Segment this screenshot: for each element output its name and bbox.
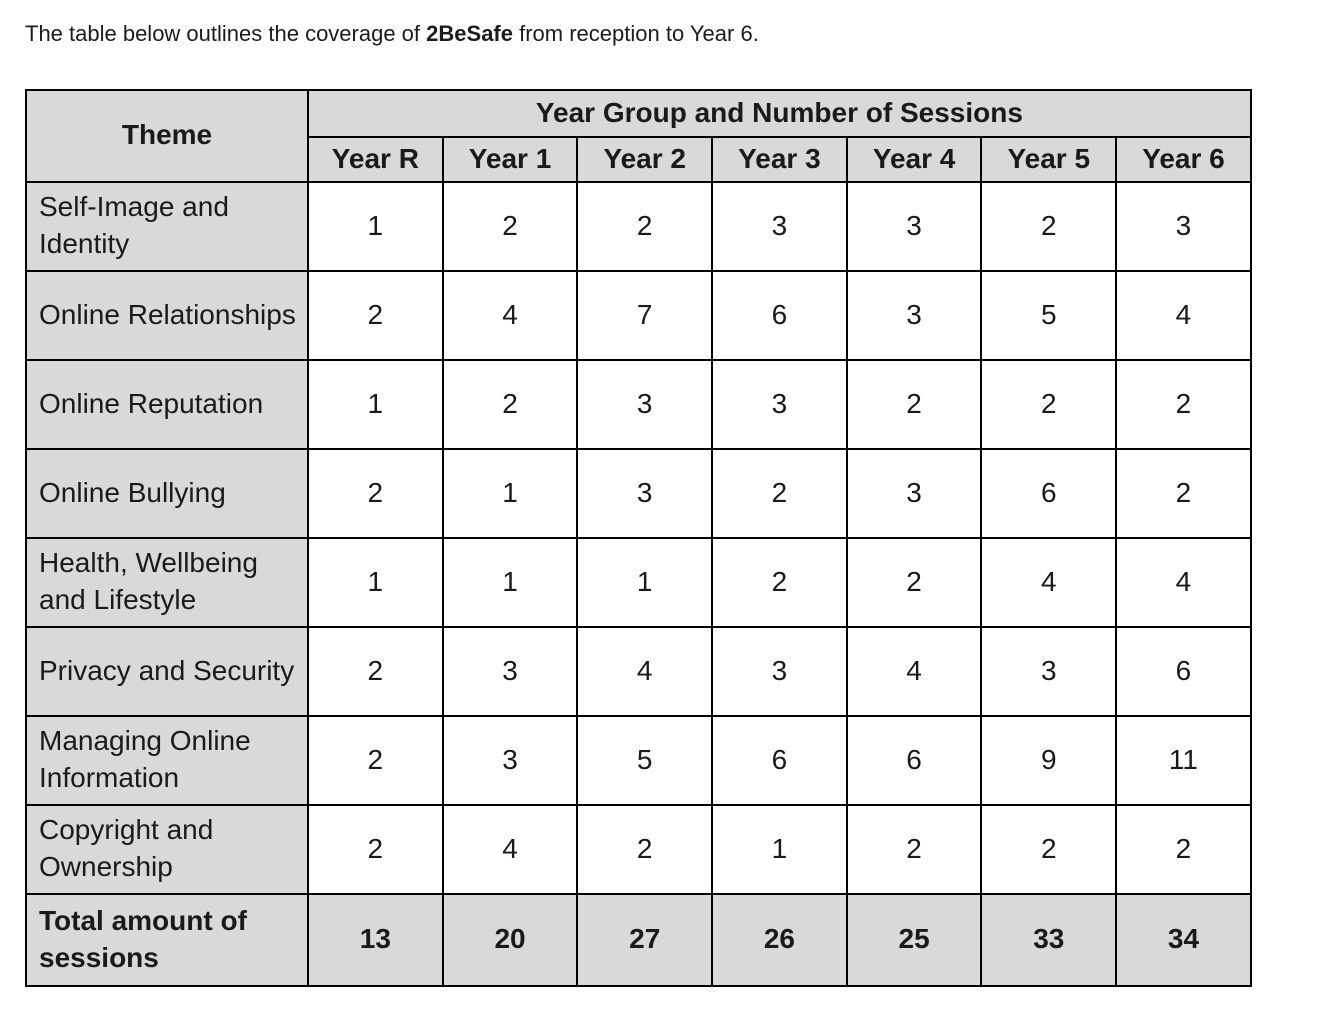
- theme-column-header: Theme: [25, 88, 309, 183]
- session-count-cell: 3: [711, 358, 848, 450]
- total-count-cell: 27: [576, 892, 714, 987]
- theme-cell: Online Reputation: [25, 358, 309, 450]
- session-count-cell: 2: [1115, 447, 1252, 539]
- total-count-cell: 26: [711, 892, 848, 987]
- session-count-cell: 1: [307, 358, 444, 450]
- session-count-cell: 2: [711, 447, 848, 539]
- year-header-year-4: Year 4: [845, 135, 983, 183]
- session-count-cell: 3: [1115, 180, 1252, 272]
- session-count-cell: 2: [576, 180, 714, 272]
- intro-text-after: from reception to Year 6.: [513, 21, 759, 46]
- year-header-year-5: Year 5: [980, 135, 1118, 183]
- session-count-cell: 4: [1115, 269, 1252, 361]
- session-count-cell: 2: [307, 803, 444, 895]
- intro-text: The table below outlines the coverage of…: [25, 20, 1309, 49]
- session-count-cell: 2: [307, 447, 444, 539]
- total-count-cell: 25: [845, 892, 983, 987]
- table-row: Privacy and Security 2 3 4 3 4 3 6: [25, 625, 1252, 717]
- intro-highlight: 2BeSafe: [426, 21, 513, 46]
- session-count-cell: 3: [711, 180, 848, 272]
- session-count-cell: 9: [980, 714, 1118, 806]
- session-count-cell: 3: [441, 714, 579, 806]
- session-count-cell: 4: [441, 803, 579, 895]
- session-count-cell: 2: [576, 803, 714, 895]
- session-count-cell: 11: [1115, 714, 1252, 806]
- session-count-cell: 2: [980, 180, 1118, 272]
- session-count-cell: 4: [576, 625, 714, 717]
- theme-cell: Self-Image and Identity: [25, 180, 309, 272]
- total-row: Total amount of sessions 13 20 27 26 25 …: [25, 892, 1252, 987]
- session-count-cell: 3: [576, 447, 714, 539]
- table-row: Health, Wellbeing and Lifestyle 1 1 1 2 …: [25, 536, 1252, 628]
- year-header-year-6: Year 6: [1115, 135, 1252, 183]
- theme-cell: Health, Wellbeing and Lifestyle: [25, 536, 309, 628]
- session-count-cell: 1: [307, 536, 444, 628]
- session-count-cell: 1: [711, 803, 848, 895]
- total-count-cell: 20: [441, 892, 579, 987]
- session-count-cell: 4: [980, 536, 1118, 628]
- session-count-cell: 2: [1115, 358, 1252, 450]
- session-count-cell: 3: [711, 625, 848, 717]
- session-count-cell: 6: [845, 714, 983, 806]
- table-row: Online Relationships 2 4 7 6 3 5 4: [25, 269, 1252, 361]
- session-count-cell: 3: [980, 625, 1118, 717]
- theme-cell: Managing Online Information: [25, 714, 309, 806]
- group-header-row: Theme Year Group and Number of Sessions: [25, 88, 1252, 183]
- session-count-cell: 2: [711, 536, 848, 628]
- session-count-cell: 2: [1115, 803, 1252, 895]
- table-row: Online Reputation 1 2 3 3 2 2 2: [25, 358, 1252, 450]
- session-count-cell: 5: [980, 269, 1118, 361]
- theme-cell: Privacy and Security: [25, 625, 309, 717]
- session-count-cell: 6: [711, 269, 848, 361]
- session-count-cell: 2: [980, 358, 1118, 450]
- year-header-year-r: Year R: [307, 135, 444, 183]
- session-count-cell: 4: [441, 269, 579, 361]
- year-header-year-2: Year 2: [576, 135, 714, 183]
- session-count-cell: 4: [1115, 536, 1252, 628]
- session-count-cell: 3: [441, 625, 579, 717]
- total-count-cell: 34: [1115, 892, 1252, 987]
- theme-cell: Online Relationships: [25, 269, 309, 361]
- session-count-cell: 1: [441, 447, 579, 539]
- session-count-cell: 6: [980, 447, 1118, 539]
- session-count-cell: 2: [845, 803, 983, 895]
- table-row: Managing Online Information 2 3 5 6 6 9 …: [25, 714, 1252, 806]
- session-count-cell: 7: [576, 269, 714, 361]
- session-count-cell: 5: [576, 714, 714, 806]
- session-count-cell: 2: [980, 803, 1118, 895]
- session-count-cell: 3: [845, 269, 983, 361]
- session-count-cell: 2: [441, 180, 579, 272]
- session-count-cell: 2: [845, 536, 983, 628]
- session-count-cell: 2: [307, 625, 444, 717]
- session-count-cell: 1: [441, 536, 579, 628]
- session-count-cell: 3: [845, 447, 983, 539]
- session-count-cell: 3: [576, 358, 714, 450]
- year-header-row: Year R Year 1 Year 2 Year 3 Year 4 Year …: [26, 135, 1252, 183]
- session-count-cell: 1: [307, 180, 444, 272]
- table-row: Online Bullying 2 1 3 2 3 6 2: [25, 447, 1252, 539]
- total-label-cell: Total amount of sessions: [25, 892, 309, 987]
- table-row: Copyright and Ownership 2 4 2 1 2 2 2: [25, 803, 1252, 895]
- session-count-cell: 6: [711, 714, 848, 806]
- session-count-cell: 2: [441, 358, 579, 450]
- session-count-cell: 2: [845, 358, 983, 450]
- theme-cell: Online Bullying: [25, 447, 309, 539]
- sessions-table: Theme Year Group and Number of Sessions …: [25, 88, 1252, 987]
- session-count-cell: 4: [845, 625, 983, 717]
- session-count-cell: 2: [307, 714, 444, 806]
- session-count-cell: 2: [307, 269, 444, 361]
- year-header-year-3: Year 3: [711, 135, 848, 183]
- session-count-cell: 3: [845, 180, 983, 272]
- total-count-cell: 33: [980, 892, 1118, 987]
- intro-text-before: The table below outlines the coverage of: [25, 21, 427, 46]
- session-count-cell: 1: [576, 536, 714, 628]
- year-header-year-1: Year 1: [441, 135, 579, 183]
- table-row: Self-Image and Identity 1 2 2 3 3 2 3: [25, 180, 1252, 272]
- theme-cell: Copyright and Ownership: [25, 803, 309, 895]
- year-group-header: Year Group and Number of Sessions: [307, 88, 1252, 138]
- session-count-cell: 6: [1115, 625, 1252, 717]
- total-count-cell: 13: [307, 892, 444, 987]
